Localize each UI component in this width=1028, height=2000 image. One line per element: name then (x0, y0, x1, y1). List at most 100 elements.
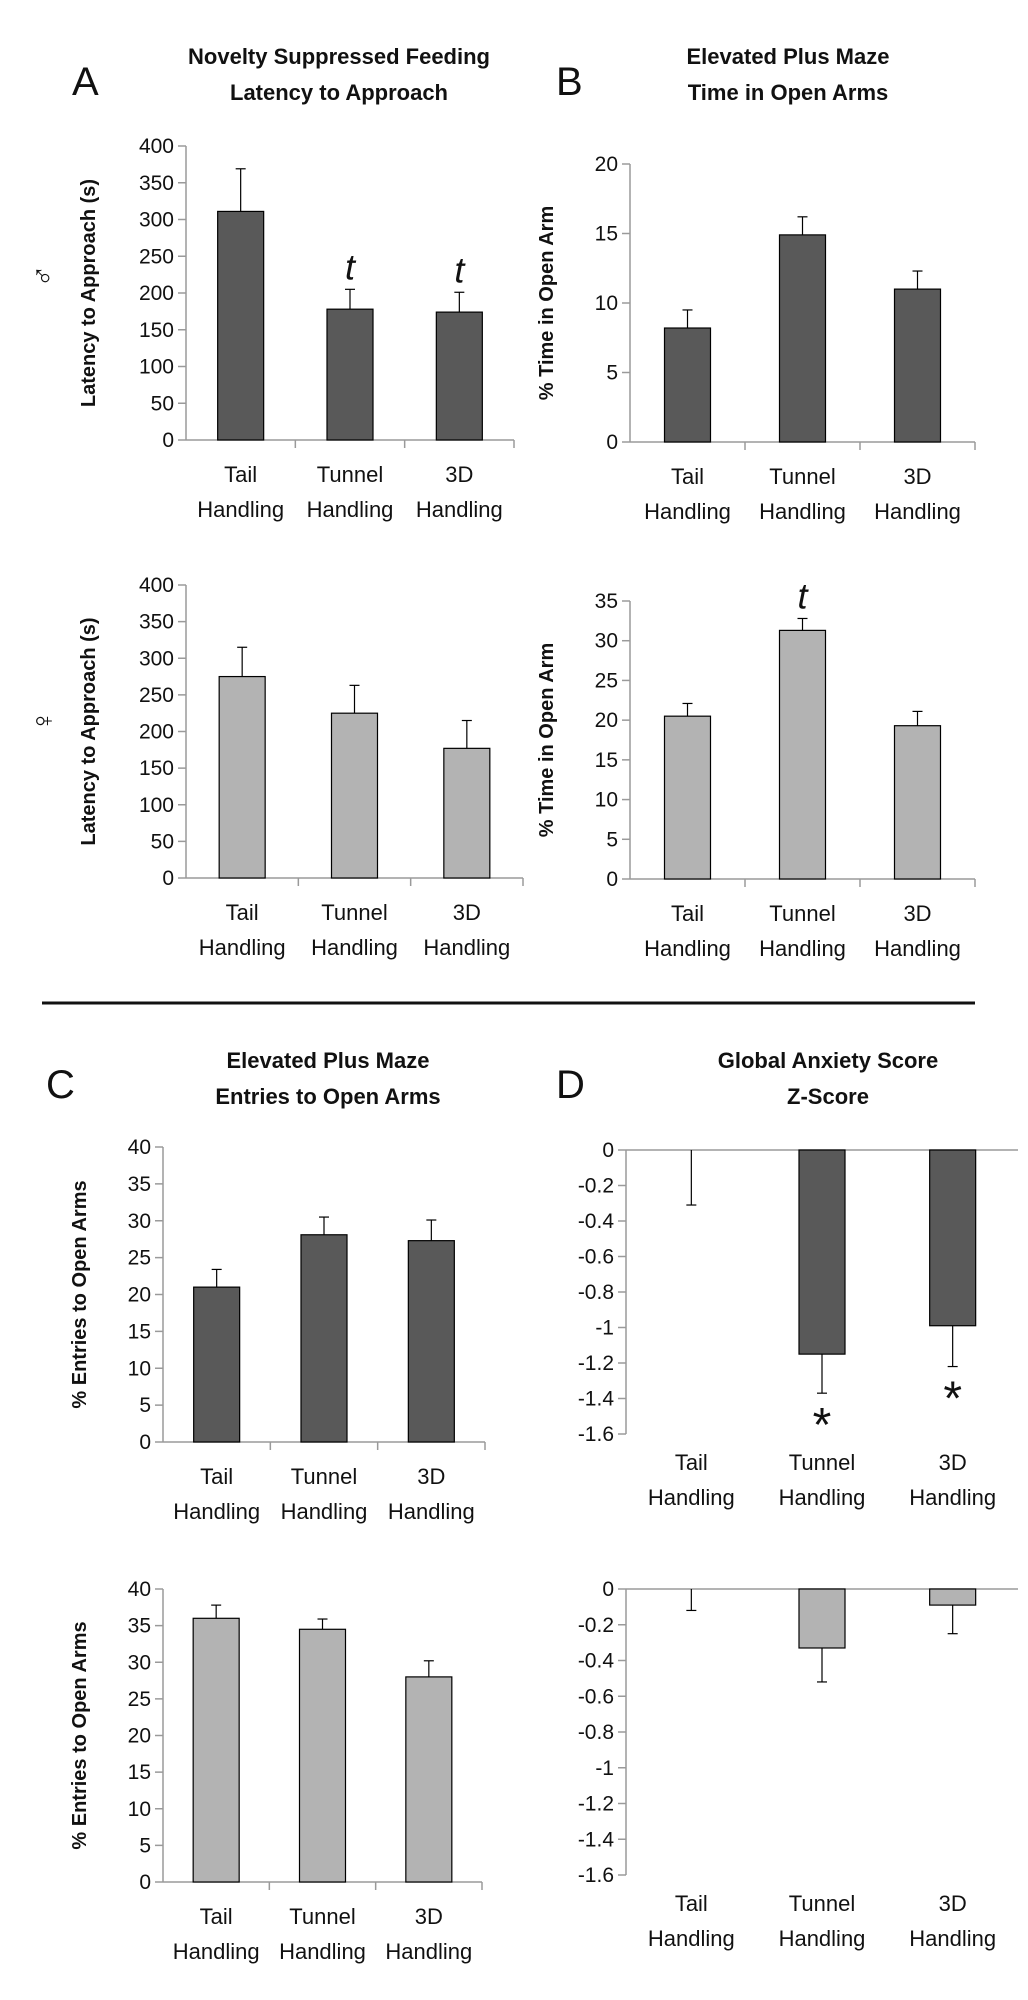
y-axis-title: % Entries to Open Arms (69, 1621, 91, 1849)
title-b-line2: Time in Open Arms (688, 80, 889, 105)
y-tick-label: 20 (128, 1284, 151, 1307)
bar (929, 1588, 977, 1606)
y-tick-label: 20 (595, 153, 618, 176)
y-tick-label: 50 (151, 392, 174, 415)
significance-trend-mark: t (797, 575, 809, 616)
x-category-label: Tail (224, 462, 257, 487)
x-category-label: Handling (648, 1926, 735, 1951)
x-category-label: Handling (199, 935, 286, 960)
x-category-label: Tail (226, 900, 259, 925)
x-category-label: Tunnel (789, 1450, 855, 1475)
significance-star: * (813, 1399, 832, 1452)
y-tick-label: 30 (128, 1651, 151, 1674)
y-tick-label: 0 (602, 1578, 614, 1601)
y-tick-label: 35 (128, 1615, 151, 1638)
bar (893, 725, 942, 880)
y-tick-label: 35 (128, 1173, 151, 1196)
bar (192, 1617, 240, 1883)
x-category-label: Tunnel (321, 900, 387, 925)
y-tick-label: 0 (602, 1139, 614, 1162)
y-tick-label: 5 (606, 362, 618, 385)
x-category-label: Handling (644, 499, 731, 524)
female-symbol: ♀ (27, 710, 60, 733)
bar (798, 1588, 846, 1649)
title-c-line1: Elevated Plus Maze (227, 1048, 430, 1073)
chart-c-male: 0 5 10 15 20 25 30 35 40 Tail Handling Tunnel Handli… (69, 1136, 486, 1524)
x-category-label: 3D (903, 464, 931, 489)
y-tick-label: 20 (128, 1725, 151, 1748)
y-tick-label: 25 (128, 1247, 151, 1270)
bar (893, 288, 942, 443)
y-tick-label: -1.4 (578, 1828, 615, 1851)
x-category-label: Handling (423, 935, 510, 960)
y-tick-label: -1 (595, 1757, 614, 1780)
x-category-label: Handling (759, 936, 846, 961)
x-category-label: Tail (200, 1904, 233, 1929)
y-axis-title: Latency to Approach (s) (78, 179, 100, 407)
panel-label-c: C (46, 1063, 75, 1107)
bar (798, 1149, 846, 1355)
y-tick-label: 200 (139, 282, 174, 305)
bar (405, 1676, 453, 1883)
y-tick-label: 15 (128, 1761, 151, 1784)
panel-label-d: D (556, 1063, 585, 1107)
y-tick-label: 40 (128, 1578, 151, 1601)
y-tick-label: -0.2 (578, 1175, 614, 1198)
bar (778, 234, 827, 443)
y-tick-label: 10 (128, 1798, 151, 1821)
bar (218, 675, 266, 879)
bar (778, 629, 827, 880)
x-category-label: Handling (388, 1499, 475, 1524)
chart-d-male: 0 -0.2 -0.4 -0.6 -0.8 -1 -1.2 -1.4 -1.6 Tail Handl… (578, 1139, 1018, 1510)
x-category-label: Handling (197, 497, 284, 522)
y-tick-label: 5 (606, 828, 618, 851)
x-category-label: Handling (644, 936, 731, 961)
y-tick-label: 100 (139, 794, 174, 817)
y-tick-label: 5 (139, 1394, 151, 1417)
panel-label-a: A (72, 60, 99, 104)
y-tick-label: 300 (139, 209, 174, 232)
y-tick-label: 5 (139, 1834, 151, 1857)
x-category-label: Handling (779, 1485, 866, 1510)
y-tick-label: 50 (151, 830, 174, 853)
y-tick-label: -1.6 (578, 1864, 614, 1887)
x-category-label: Tunnel (291, 1464, 357, 1489)
y-tick-label: 150 (139, 319, 174, 342)
y-tick-label: 350 (139, 172, 174, 195)
y-tick-label: 250 (139, 245, 174, 268)
x-category-label: 3D (415, 1904, 443, 1929)
y-tick-label: -1.2 (578, 1793, 614, 1816)
x-category-label: Handling (874, 936, 961, 961)
bar (407, 1240, 455, 1443)
y-axis-title: Latency to Approach (s) (78, 617, 100, 845)
x-category-label: Tail (675, 1891, 708, 1916)
y-tick-label: 25 (128, 1688, 151, 1711)
y-tick-label: 25 (595, 669, 618, 692)
x-category-label: Tail (200, 1464, 233, 1489)
chart-b-male: 0 5 10 15 20 Tail Handling Tunnel Handling 3D Hand… (536, 153, 976, 524)
x-category-label: Tunnel (317, 462, 383, 487)
y-axis-title: % Time in Open Arm (536, 206, 558, 400)
title-c-line2: Entries to Open Arms (215, 1084, 440, 1109)
bar (300, 1234, 348, 1443)
y-tick-label: -1 (595, 1317, 614, 1340)
x-category-label: Tunnel (289, 1904, 355, 1929)
x-category-label: 3D (939, 1891, 967, 1916)
x-category-label: Tail (675, 1450, 708, 1475)
bar (330, 712, 379, 879)
x-category-label: Handling (648, 1485, 735, 1510)
x-category-label: 3D (445, 462, 473, 487)
chart-a-male: 0 50 100 150 200 250 300 350 400 Tail Handling t Tun… (78, 135, 515, 522)
x-category-label: Handling (311, 935, 398, 960)
male-symbol: ♂ (27, 265, 60, 288)
bar (326, 308, 374, 441)
y-tick-label: 350 (139, 611, 174, 634)
bar (193, 1286, 241, 1443)
bar (435, 311, 483, 441)
y-tick-label: -1.6 (578, 1423, 614, 1446)
bar (298, 1628, 347, 1883)
y-tick-label: 30 (595, 630, 618, 653)
x-category-label: 3D (417, 1464, 445, 1489)
x-category-label: Handling (173, 1499, 260, 1524)
